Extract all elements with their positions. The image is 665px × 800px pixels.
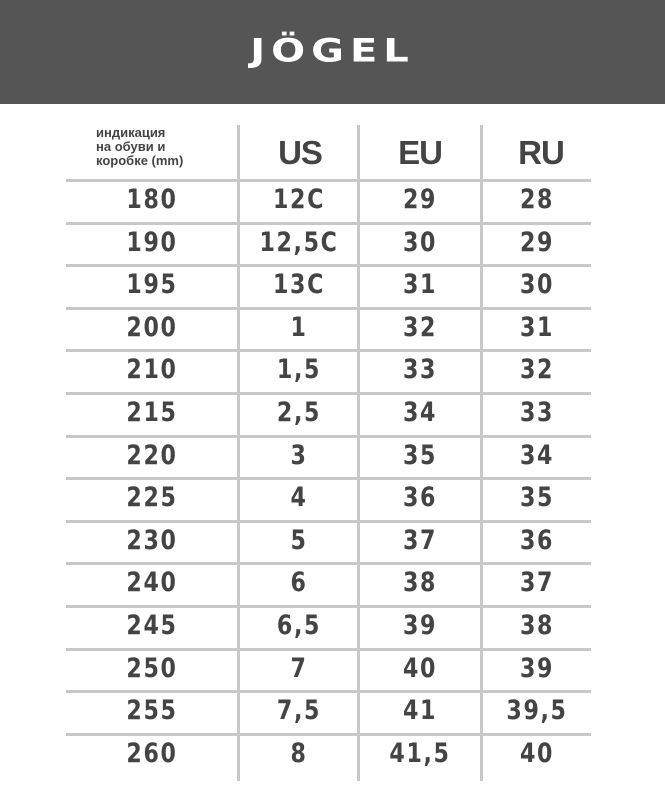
eu-cell: 31 [402,269,438,301]
mm-cell: 210 [126,354,178,386]
eu-cell: 34 [402,397,438,428]
us-column-header: US [278,134,323,171]
eu-cell: 41,5 [389,737,451,769]
ru-cell: 32 [519,354,555,386]
mm-cell: 240 [126,567,178,599]
header-line: индикация [96,125,166,140]
ru-cell: 39 [519,652,555,684]
row-divider [66,647,591,651]
eu-cell: 41 [402,695,438,727]
mm-cell: 195 [126,269,178,301]
us-cell: 1,5 [276,354,322,386]
mm-cell: 220 [126,439,178,471]
us-cell: 4 [290,482,308,514]
eu-cell: 33 [402,354,438,386]
eu-cell: 35 [402,439,438,471]
us-cell: 12,5C [259,226,339,258]
ru-cell: 38 [519,610,555,641]
ru-cell: 35 [519,482,555,514]
ru-cell: 31 [519,311,555,343]
ru-cell: 30 [519,269,555,301]
mm-cell: 200 [126,311,178,343]
row-divider [66,264,591,268]
mm-cell: 190 [126,226,178,258]
us-cell: 3 [290,439,308,471]
eu-cell: 39 [402,610,438,641]
row-divider [66,690,591,694]
ru-cell: 29 [519,226,555,258]
eu-cell: 38 [402,567,438,599]
us-cell: 6,5 [276,610,322,641]
row-divider [66,732,591,736]
header-line: на обуви и [96,139,166,154]
header-banner: JÖGEL [0,0,665,104]
us-cell: 7,5 [276,695,322,727]
ru-cell: 39,5 [506,695,568,727]
row-divider [66,179,591,182]
mm-cell: 245 [126,610,178,641]
header-line: коробке (mm) [96,153,184,168]
row-divider [66,434,591,438]
us-cell: 2,5 [276,397,322,428]
row-divider [66,306,591,310]
ru-cell: 36 [519,524,555,556]
us-cell: 13C [273,269,325,301]
row-divider [66,221,591,225]
us-cell: 1 [290,311,308,343]
mm-cell: 215 [126,397,178,428]
row-divider [66,605,591,608]
ru-column-header: RU [518,134,565,171]
ru-cell: 34 [519,439,555,471]
row-divider [66,349,591,353]
column-divider [480,125,483,781]
eu-cell: 40 [402,652,438,684]
eu-cell: 32 [402,311,438,343]
mm-cell: 260 [126,737,178,769]
ru-cell: 37 [519,567,555,599]
mm-column-header: индикация на обуви и коробке (mm) [96,126,183,168]
row-divider [66,477,591,481]
us-cell: 6 [290,567,308,599]
mm-cell: 225 [126,482,178,514]
eu-cell: 36 [402,482,438,514]
eu-column-header: EU [398,134,443,171]
us-cell: 7 [290,652,308,684]
us-cell: 5 [290,524,308,556]
ru-cell: 40 [519,737,555,769]
mm-cell: 230 [126,524,178,556]
row-divider [66,562,591,566]
us-cell: 12C [273,184,325,215]
ru-cell: 28 [519,184,555,215]
us-cell: 8 [290,737,308,769]
eu-cell: 29 [402,184,438,215]
eu-cell: 30 [402,226,438,258]
eu-cell: 37 [402,524,438,556]
brand-logo: JÖGEL [250,32,415,70]
mm-cell: 250 [126,652,178,684]
row-divider [66,519,591,523]
mm-cell: 255 [126,695,178,727]
column-divider [237,125,240,781]
mm-cell: 180 [126,184,178,215]
column-divider [357,125,360,781]
row-divider [66,392,591,395]
ru-cell: 33 [519,397,555,428]
